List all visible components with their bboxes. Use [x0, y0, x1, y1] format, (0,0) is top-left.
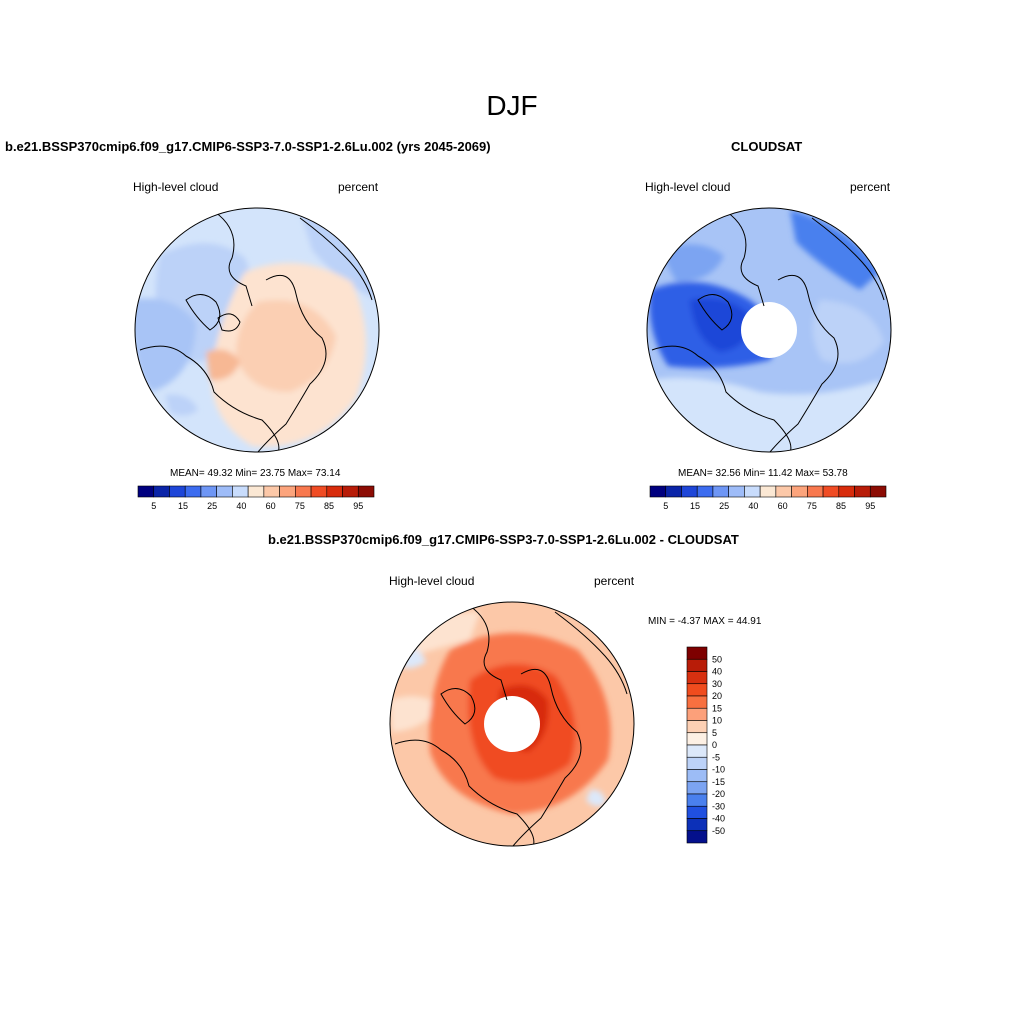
panel2-colorbar-swatch [775, 485, 792, 498]
panel2-colorbar-swatch [854, 485, 871, 498]
panel1-colorbar-swatch [279, 485, 296, 498]
panel2-colorbar-swatch [869, 485, 887, 498]
panel2-title: CLOUDSAT [731, 139, 803, 154]
panel2-colorbar: 5 15 25 40 60 75 85 95 [649, 485, 887, 511]
panel3-colorbar-swatch [686, 744, 708, 758]
panel3-colorbar-tick-label: -10 [712, 765, 725, 775]
panel3-colorbar-swatch [686, 683, 708, 697]
panel3-colorbar-swatch [686, 793, 708, 807]
panel1-colorbar-tick-label: 95 [353, 501, 363, 511]
panel3-colorbar-swatch [686, 646, 708, 660]
panel1-colorbar-swatch [295, 485, 312, 498]
panel3-colorbar-swatch [686, 707, 708, 721]
panel3-colorbar-tick-label: 50 [712, 654, 722, 664]
panel1-colorbar-swatch [169, 485, 186, 498]
panel2-colorbar-swatch [791, 485, 808, 498]
panel2-colorbar-tick-label: 40 [748, 501, 758, 511]
panel3-colorbar-swatch [686, 756, 708, 770]
panel1-colorbar-tick-label: 75 [295, 501, 305, 511]
panel3-colorbar-tick-label: -20 [712, 789, 725, 799]
panel2-colorbar-tick-label: 85 [836, 501, 846, 511]
panel1-colorbar-swatch [184, 485, 202, 498]
panel2-colorbar-swatch [807, 485, 824, 498]
figure-title: DJF [486, 90, 538, 121]
panel2-units-label: percent [850, 180, 891, 194]
panel3-stats: MIN = -4.37 MAX = 44.91 [648, 616, 762, 627]
panel2-colorbar-swatch [681, 485, 698, 498]
panel1-colorbar-swatch [310, 485, 328, 498]
panel1-colorbar-swatch [247, 485, 265, 498]
panel1-colorbar-swatch [137, 485, 155, 498]
panel3-colorbar-swatch [686, 769, 708, 783]
panel1-colorbar-tick-label: 5 [151, 501, 156, 511]
panel2-map [646, 207, 892, 453]
panel1-colorbar-swatch [263, 485, 280, 498]
panel3-colorbar-tick-label: 10 [712, 716, 722, 726]
panel3-colorbar-swatch [686, 781, 708, 795]
panel3-colorbar-swatch [686, 805, 708, 819]
panel1-colorbar-swatch [232, 485, 249, 498]
panel3-title: b.e21.BSSP370cmip6.f09_g17.CMIP6-SSP3-7.… [268, 532, 739, 547]
panel1-colorbar-swatch [326, 485, 343, 498]
panel1-colorbar-tick-label: 85 [324, 501, 334, 511]
panel3-colorbar-tick-label: 15 [712, 703, 722, 713]
panel1-colorbar-tick-label: 60 [266, 501, 276, 511]
panel3-colorbar-swatch [686, 818, 708, 832]
panel3-colorbar-swatch [686, 695, 708, 709]
panel3-colorbar-tick-label: -40 [712, 814, 725, 824]
panel3-colorbar-tick-label: 5 [712, 728, 717, 738]
panel3-colorbar-swatch [686, 658, 708, 672]
panel1-colorbar-swatch [357, 485, 375, 498]
panel1-title: b.e21.BSSP370cmip6.f09_g17.CMIP6-SSP3-7.… [5, 139, 491, 154]
panel2-colorbar-swatch [696, 485, 714, 498]
panel3-colorbar-swatch [686, 720, 708, 734]
panel1-units-label: percent [338, 180, 379, 194]
panel1-colorbar-tick-label: 25 [207, 501, 217, 511]
panel1-colorbar-tick-label: 40 [236, 501, 246, 511]
panel2-colorbar-tick-label: 15 [690, 501, 700, 511]
panel2-colorbar-tick-label: 60 [778, 501, 788, 511]
panel3-map [389, 601, 635, 847]
panel2-colorbar-swatch [649, 485, 667, 498]
panel1-colorbar-tick-label: 15 [178, 501, 188, 511]
panel2-colorbar-swatch [759, 485, 777, 498]
panel2-colorbar-swatch [744, 485, 761, 498]
panel3-colorbar-tick-label: 40 [712, 667, 722, 677]
panel2-colorbar-swatch [665, 485, 682, 498]
panel1-variable-label: High-level cloud [133, 180, 219, 194]
panel1-map [134, 207, 380, 453]
panel2-colorbar-tick-label: 25 [719, 501, 729, 511]
panel3-colorbar-tick-label: -5 [712, 752, 720, 762]
panel1-colorbar: 5 15 25 40 60 75 85 95 [137, 485, 375, 511]
panel3-colorbar-tick-label: 30 [712, 679, 722, 689]
panel3-colorbar-swatch [686, 671, 708, 685]
panel2-colorbar-swatch [838, 485, 855, 498]
panel3-colorbar-swatch [686, 732, 708, 746]
panel2-colorbar-swatch [728, 485, 745, 498]
panel2-colorbar-swatch [712, 485, 729, 498]
panel3-colorbar-tick-label: -50 [712, 826, 725, 836]
panel1-colorbar-swatch [200, 485, 217, 498]
panel1-colorbar-swatch [342, 485, 359, 498]
panel2-variable-label: High-level cloud [645, 180, 731, 194]
panel3-colorbar-tick-label: -30 [712, 801, 725, 811]
panel3-units-label: percent [594, 574, 635, 588]
panel3-colorbar-swatch [686, 830, 708, 844]
panel2-stats: MEAN= 32.56 Min= 11.42 Max= 53.78 [678, 468, 848, 479]
panel1-colorbar-swatch [216, 485, 233, 498]
panel3-colorbar-tick-label: 0 [712, 740, 717, 750]
panel2-colorbar-tick-label: 5 [663, 501, 668, 511]
panel3-colorbar-tick-label: -15 [712, 777, 725, 787]
panel1-colorbar-swatch [153, 485, 170, 498]
panel2-colorbar-swatch [822, 485, 840, 498]
panel2-colorbar-tick-label: 95 [865, 501, 875, 511]
panel1-stats: MEAN= 49.32 Min= 23.75 Max= 73.14 [170, 468, 341, 479]
panel2-colorbar-tick-label: 75 [807, 501, 817, 511]
panel3-variable-label: High-level cloud [389, 574, 475, 588]
panel3-colorbar-tick-label: 20 [712, 691, 722, 701]
